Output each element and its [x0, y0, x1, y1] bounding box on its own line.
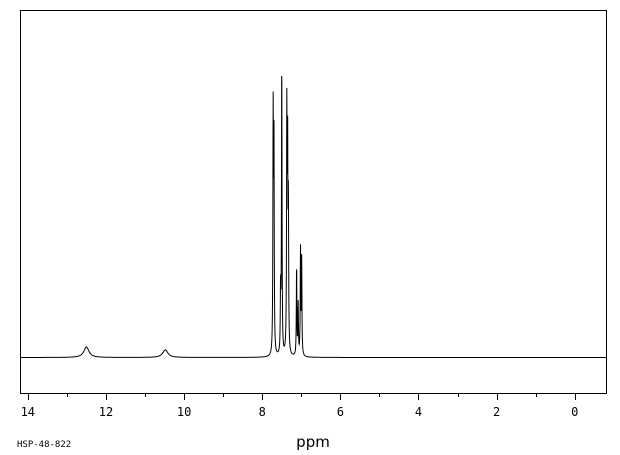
- x-tick-label: 2: [493, 405, 500, 419]
- x-axis-ticks: [28, 393, 576, 400]
- sample-id-label: HSP-48-822: [17, 440, 71, 450]
- x-tick-label: 0: [571, 405, 578, 419]
- x-tick-label: 8: [259, 405, 266, 419]
- x-tick-label: 12: [99, 405, 113, 419]
- plot-frame: [20, 10, 607, 394]
- spectrum-series-line: [20, 76, 606, 358]
- x-tick-label: 14: [21, 405, 35, 419]
- x-axis-tick-labels: 14 12 10 8 6 4 2 0: [21, 405, 579, 419]
- x-tick-label: 10: [177, 405, 191, 419]
- x-tick-label: 4: [415, 405, 422, 419]
- x-axis-title: ppm: [296, 433, 330, 451]
- x-tick-label: 6: [337, 405, 344, 419]
